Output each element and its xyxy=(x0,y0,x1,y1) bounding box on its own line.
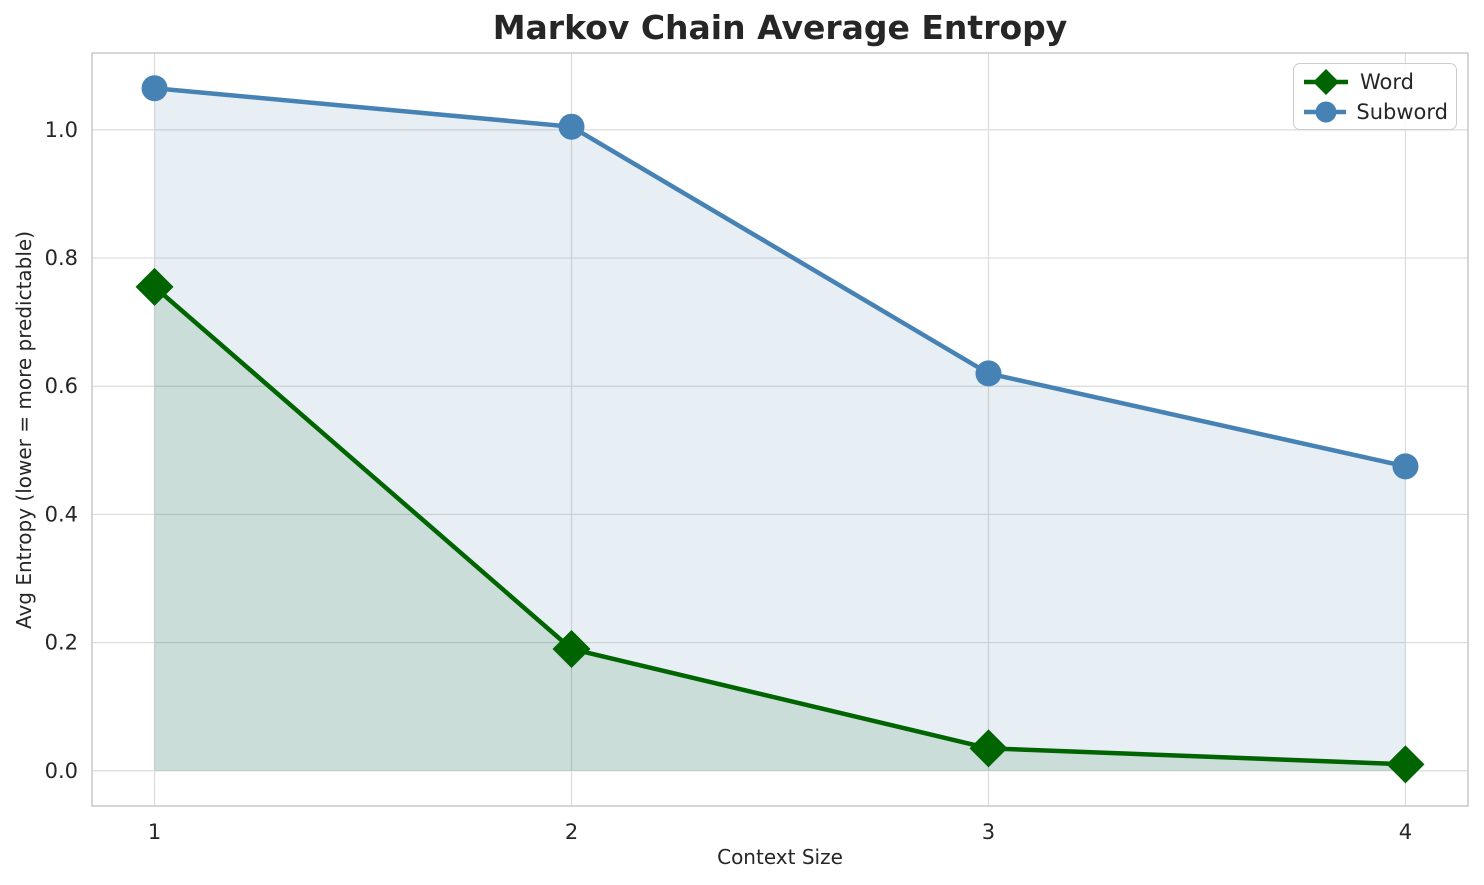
x-tick-label: 1 xyxy=(148,820,161,844)
legend-label-word: Word xyxy=(1360,69,1414,94)
y-tick-label: 1.0 xyxy=(45,118,78,142)
word-series-marker-icon xyxy=(1304,68,1348,95)
marker-word xyxy=(552,629,591,668)
x-axis-label: Context Size xyxy=(717,845,843,869)
y-tick-label: 0.6 xyxy=(45,374,78,398)
y-tick-label: 0.8 xyxy=(45,246,78,270)
marker-subword xyxy=(558,113,585,140)
line-subword xyxy=(152,85,1408,469)
diamond-marker-icon xyxy=(1313,68,1339,95)
line-word xyxy=(152,284,1408,767)
y-tick-label: 0.4 xyxy=(45,502,78,526)
x-tick-label: 3 xyxy=(982,820,995,844)
legend-label-subword: Subword xyxy=(1356,99,1448,124)
marker-word xyxy=(135,267,174,306)
y-tick-label: 0.2 xyxy=(45,631,78,655)
area-word xyxy=(154,286,1406,771)
marker-subword xyxy=(975,360,1002,387)
y-tick-label: 0.0 xyxy=(45,759,78,783)
circle-marker-icon xyxy=(1315,101,1337,122)
legend-item-subword: Subword xyxy=(1302,98,1448,126)
legend: Word Subword xyxy=(1293,63,1457,130)
x-tick-label: 4 xyxy=(1399,820,1412,844)
marker-subword xyxy=(141,75,168,102)
area-subword xyxy=(154,88,1406,771)
plot-border xyxy=(91,52,1469,807)
legend-item-word: Word xyxy=(1302,68,1448,96)
chart-title: Markov Chain Average Entropy xyxy=(492,8,1068,47)
marker-subword xyxy=(1392,453,1419,480)
x-tick-label: 2 xyxy=(565,820,578,844)
subword-series-marker-icon xyxy=(1304,101,1347,122)
marker-word xyxy=(1386,745,1425,784)
marker-word xyxy=(969,729,1008,768)
y-axis-label: Avg Entropy (lower = more predictable) xyxy=(12,230,36,630)
